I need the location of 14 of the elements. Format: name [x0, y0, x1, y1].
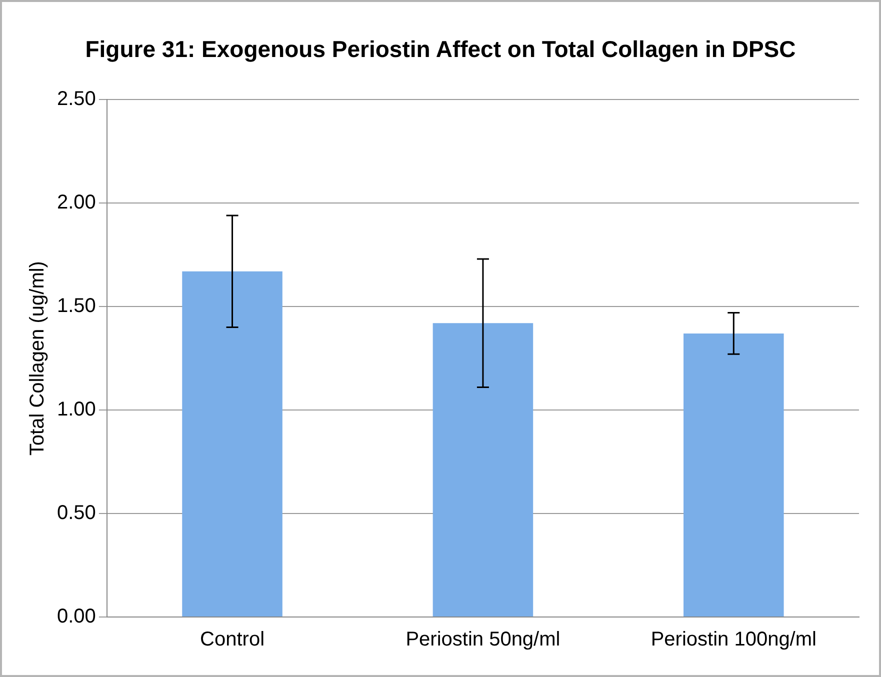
x-tick-label: Periostin 100ng/ml [650, 628, 816, 651]
bar [182, 271, 282, 616]
y-tick-label: 2.00 [56, 192, 96, 214]
y-axis-title: Total Collagen (ug/ml) [26, 261, 49, 456]
x-tick-label: Periostin 50ng/ml [406, 628, 560, 651]
chart-title: Figure 31: Exogenous Periostin Affect on Total Collagen in DPSC [85, 36, 796, 62]
y-tick-label: 1.00 [56, 398, 96, 421]
x-tick-label: Control [200, 628, 265, 651]
y-tick-label: 0.50 [56, 502, 96, 524]
bar [684, 333, 784, 616]
y-tick-label: 1.50 [56, 295, 96, 318]
y-tick-label: 0.00 [56, 606, 96, 628]
bar [432, 323, 534, 616]
y-tick-label: 2.50 [56, 88, 96, 110]
